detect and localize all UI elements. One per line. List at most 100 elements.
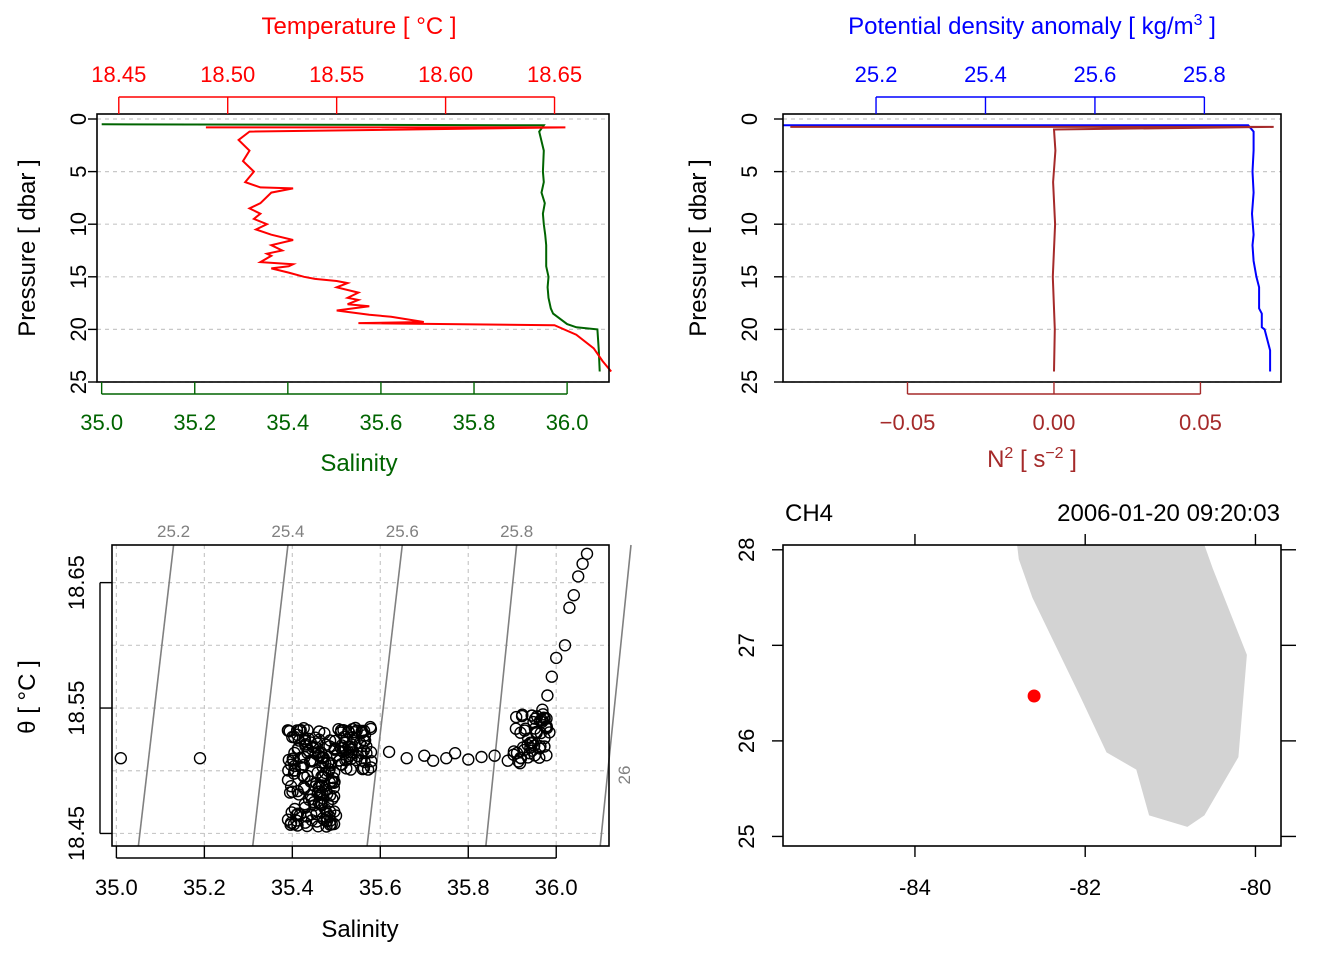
y-tick-label: 5 bbox=[737, 165, 762, 177]
scatter-point bbox=[567, 589, 580, 602]
grid bbox=[97, 118, 609, 383]
scatter-point bbox=[304, 736, 317, 749]
salinity-axis-title: Salinity bbox=[320, 450, 397, 477]
scatter-point bbox=[558, 639, 572, 652]
y-axis: 0 5 10 15 20 25 bbox=[737, 113, 783, 394]
scatter-point bbox=[320, 811, 333, 824]
y-axis-title: θ [ °C ] bbox=[14, 660, 41, 734]
temperature-tick-label: 18.45 bbox=[91, 62, 146, 87]
density-tick-label: 25.4 bbox=[964, 62, 1007, 87]
salinity-tick-label: 35.2 bbox=[173, 410, 216, 435]
y-tick-label: 18.65 bbox=[64, 555, 89, 610]
y-axis: 18.45 18.55 18.65 bbox=[64, 555, 112, 861]
scatter-point bbox=[525, 709, 538, 722]
salinity-tick-label: 35.6 bbox=[360, 410, 403, 435]
y-tick-label: 10 bbox=[66, 212, 91, 236]
scatter-point bbox=[475, 750, 488, 764]
station-marker bbox=[1027, 689, 1041, 703]
scatter-point bbox=[329, 809, 343, 822]
scatter-point bbox=[541, 689, 554, 702]
latitude-label: 27 bbox=[734, 633, 759, 657]
scatter-point bbox=[328, 743, 341, 756]
y-tick-label: 15 bbox=[66, 265, 91, 289]
series-lines bbox=[101, 123, 612, 373]
density-axis-title: Potential density anomaly [ kg/m3 ] bbox=[848, 12, 1216, 40]
land-polygon bbox=[1017, 545, 1247, 827]
scatter-point bbox=[298, 801, 312, 814]
temperature-axis-title: Temperature [ °C ] bbox=[262, 13, 457, 40]
scatter-point bbox=[114, 752, 128, 765]
scatter-point bbox=[545, 670, 558, 683]
plot-frame bbox=[111, 544, 610, 847]
density-axis: 25.2 25.4 25.6 25.8 bbox=[855, 62, 1226, 114]
scatter-point bbox=[338, 730, 351, 743]
x-axis-title: Salinity bbox=[321, 916, 398, 943]
scatter-point bbox=[530, 725, 543, 739]
station-name: CH4 bbox=[785, 500, 833, 527]
isopycnal-line bbox=[251, 544, 289, 847]
scatter-point bbox=[488, 749, 501, 762]
panel-profile-density: 0 5 10 15 20 25 25.2 25.4 25.6 25.8 −0.05 0.00 0.0… bbox=[685, 12, 1282, 473]
scatter-point bbox=[296, 769, 309, 782]
y-tick-label: 20 bbox=[737, 317, 762, 341]
scatter-point bbox=[336, 745, 350, 759]
n2-axis: −0.05 0.00 0.05 bbox=[880, 382, 1222, 435]
scatter-point bbox=[294, 723, 307, 737]
salinity-tick-label: 35.4 bbox=[266, 410, 309, 435]
y-tick-label: 25 bbox=[737, 370, 762, 394]
n2-tick-label: −0.05 bbox=[880, 410, 936, 435]
y-tick-label: 20 bbox=[66, 317, 91, 341]
panel-station-map: -84 -82 -80 25 26 27 28 CH4 2006-01-20 09:20:0… bbox=[734, 500, 1296, 900]
scatter-point bbox=[361, 763, 375, 776]
scatter-point bbox=[305, 814, 319, 827]
scatter-point bbox=[572, 570, 585, 583]
density-line bbox=[783, 124, 1272, 372]
isopycnal-label: 26 bbox=[615, 766, 634, 785]
longitude-label: -84 bbox=[899, 875, 931, 900]
scatter-point bbox=[299, 738, 312, 751]
scatter-point bbox=[316, 750, 329, 764]
scatter-point bbox=[516, 708, 529, 721]
y-tick-label: 5 bbox=[66, 165, 91, 177]
scatter-point bbox=[356, 762, 369, 776]
latitude-label: 26 bbox=[734, 729, 759, 753]
scatter-point bbox=[364, 720, 377, 734]
salinity-tick-label: 35.0 bbox=[80, 410, 123, 435]
scatter-point bbox=[365, 754, 378, 768]
longitude-label: -82 bbox=[1069, 875, 1101, 900]
scatter-point bbox=[313, 725, 326, 738]
scatter-point bbox=[305, 808, 318, 821]
plot-frame bbox=[96, 113, 610, 383]
scatter-point bbox=[349, 721, 362, 735]
scatter-point bbox=[327, 817, 341, 831]
isopycnal-line bbox=[366, 544, 404, 847]
scatter-point bbox=[301, 769, 314, 783]
grid bbox=[112, 545, 609, 846]
temperature-tick-label: 18.55 bbox=[309, 62, 364, 87]
density-tick-label: 25.2 bbox=[855, 62, 898, 87]
plot-frame bbox=[782, 544, 1282, 847]
scatter-point bbox=[344, 763, 357, 776]
scatter-point bbox=[286, 785, 299, 798]
y-axis: 0 5 10 15 20 25 bbox=[66, 113, 97, 394]
x-tick-label: 35.4 bbox=[271, 875, 314, 900]
y-tick-label: 18.45 bbox=[64, 806, 89, 861]
temperature-line bbox=[205, 126, 612, 373]
scatter-point bbox=[287, 818, 301, 831]
isopycnal-line bbox=[485, 544, 518, 847]
isopycnal-label: 25.8 bbox=[500, 522, 533, 541]
isopycnal-label: 25.4 bbox=[271, 522, 304, 541]
scatter-point bbox=[550, 651, 563, 665]
x-tick-label: 35.6 bbox=[359, 875, 402, 900]
n2-axis-title: N2 [ s−2 ] bbox=[987, 445, 1077, 473]
scatter-point bbox=[320, 820, 333, 833]
scatter-point bbox=[512, 755, 525, 768]
scatter-point bbox=[400, 752, 413, 765]
scatter-point bbox=[345, 738, 358, 751]
scatter-point bbox=[319, 766, 332, 780]
n2-tick-label: 0.00 bbox=[1033, 410, 1076, 435]
scatter-point bbox=[535, 714, 549, 727]
scatter-points bbox=[114, 547, 594, 833]
pressure-axis-title: Pressure [ dbar ] bbox=[14, 159, 41, 336]
